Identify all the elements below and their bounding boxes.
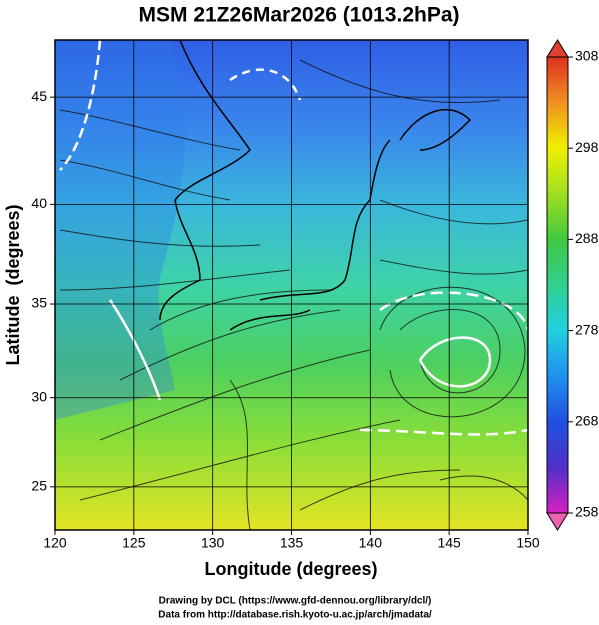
x-tick-label: 150 [516,535,540,551]
colorbar-bottom-arrow [546,512,569,531]
x-tick-label: 140 [359,535,383,551]
title: MSM 21Z26Mar2026 (1013.2hPa) [139,4,460,27]
x-axis-label: Longitude (degrees) [204,559,377,579]
colorbar-tick-label: 268 [575,413,599,429]
x-tick-label: 125 [122,535,146,551]
colorbar-tick-label: 308 [575,48,599,64]
contours [59,40,528,436]
y-tick-label: 35 [31,295,47,311]
credit-line: Drawing by DCL (https://www.gfd-dennou.o… [159,596,432,607]
colorbar [546,56,569,514]
colorbar-tick-label: 298 [575,139,599,155]
x-tick-label: 120 [43,535,67,551]
colorbar-top-arrow [546,39,569,58]
y-tick-label: 30 [31,388,47,404]
y-axis-label: Latitude (degrees) [3,204,23,365]
x-tick-label: 145 [437,535,461,551]
x-tick-label: 130 [201,535,225,551]
x-tick-label: 135 [280,535,304,551]
y-tick-label: 40 [31,195,47,211]
coastlines [159,40,472,331]
colorbar-tick-label: 288 [575,230,599,246]
credit-line: Data from http://database.rish.kyoto-u.a… [158,610,432,621]
colorbar-tick-label: 258 [575,504,599,520]
plot-frame [54,39,529,531]
colorbar-tick-label: 278 [575,321,599,337]
streamlines [59,59,528,530]
y-tick-label: 25 [31,478,47,494]
land-shade [55,40,186,420]
y-tick-label: 45 [31,88,47,104]
